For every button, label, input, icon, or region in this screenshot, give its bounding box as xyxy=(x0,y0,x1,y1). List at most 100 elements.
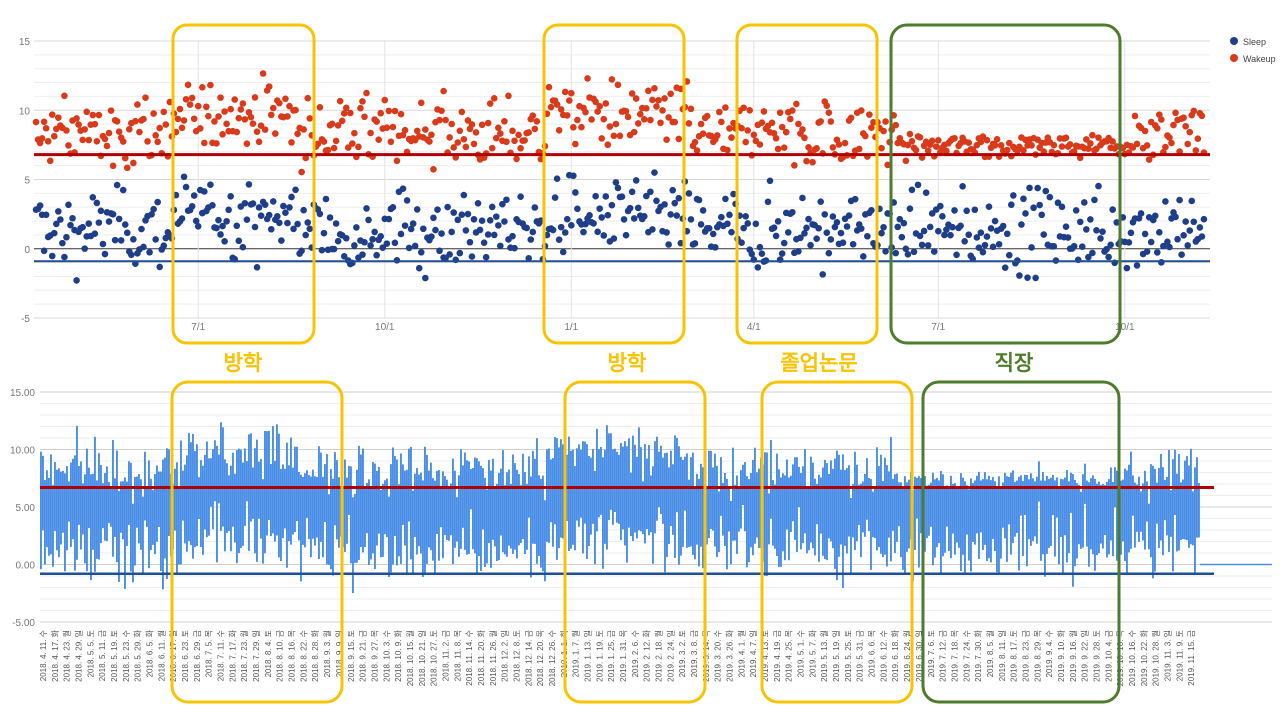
sleep-bar xyxy=(1140,491,1142,532)
wakeup-point xyxy=(227,105,234,113)
sleep-bar xyxy=(460,449,462,549)
sleep-point xyxy=(977,229,985,237)
sleep-point xyxy=(251,223,259,231)
sleep-bar xyxy=(990,480,992,563)
sleep-bar xyxy=(132,503,134,583)
wakeup-point xyxy=(1087,140,1094,147)
wakeup-point xyxy=(73,115,80,122)
sleep-point xyxy=(1093,226,1100,234)
sleep-point xyxy=(805,215,812,223)
sleep-point xyxy=(111,236,119,244)
sleep-point xyxy=(253,264,261,271)
date-tick-label: 2018. 6. 17. 일 xyxy=(169,630,178,682)
sleep-bar xyxy=(122,481,124,540)
sleep-point xyxy=(1196,224,1204,231)
wakeup-point xyxy=(1028,142,1035,149)
wakeup-point xyxy=(413,127,421,135)
sleep-point xyxy=(235,237,243,245)
sleep-bar xyxy=(750,473,752,548)
sleep-bar xyxy=(1106,481,1108,558)
date-tick-label: 2019. 9. 4. 수 xyxy=(1045,630,1054,677)
wakeup-point xyxy=(119,138,127,145)
sleep-point xyxy=(799,194,806,202)
sleep-point xyxy=(618,193,626,201)
wakeup-point xyxy=(641,116,648,123)
date-tick-label: 2019. 3. 2. 토 xyxy=(678,630,687,677)
sleep-bar xyxy=(174,468,176,531)
sleep-point xyxy=(294,220,301,228)
sleep-bar xyxy=(966,485,968,535)
sleep-point xyxy=(1036,201,1043,209)
sleep-point xyxy=(857,225,865,232)
sleep-bar xyxy=(52,485,54,567)
sleep-bar xyxy=(706,486,708,545)
wakeup-point xyxy=(490,95,498,102)
sleep-point xyxy=(918,241,926,249)
sleep-bar xyxy=(264,430,266,554)
sleep-bar xyxy=(610,433,612,510)
sleep-point xyxy=(57,216,64,223)
date-tick-label: 2018. 6. 23. 토 xyxy=(181,630,190,682)
sleep-bar xyxy=(118,491,120,583)
date-tick-label: 2019. 7. 12. 금 xyxy=(939,630,948,682)
sleep-point xyxy=(474,199,482,207)
wakeup-point xyxy=(136,128,143,136)
sleep-bar xyxy=(90,474,92,581)
top-y-tick-label: -5 xyxy=(21,314,30,325)
sleep-bar xyxy=(78,465,80,525)
wakeup-point xyxy=(1143,142,1151,149)
wakeup-point xyxy=(375,136,382,143)
sleep-bar xyxy=(310,476,312,558)
highlight-box-job-bottom xyxy=(921,380,1121,704)
date-tick-label: 2018. 9. 21. 금 xyxy=(359,630,368,682)
sleep-point xyxy=(983,233,991,240)
sleep-point xyxy=(1038,211,1046,219)
sleep-bar xyxy=(104,473,106,541)
sleep-bar xyxy=(1050,477,1052,546)
date-tick-label: 2018. 12. 14. 금 xyxy=(524,630,533,686)
date-tick-label: 2019. 8. 11. 일 xyxy=(998,630,1007,681)
sleep-point xyxy=(342,234,350,242)
date-tick-label: 2018. 12. 20. 목 xyxy=(536,630,545,686)
sleep-bar xyxy=(660,445,662,515)
wakeup-point xyxy=(718,118,725,126)
date-tick-label: 2018. 5. 29. 화 xyxy=(134,629,143,681)
sleep-point xyxy=(63,233,70,241)
wakeup-point xyxy=(722,104,729,111)
wakeup-point xyxy=(385,107,393,115)
wakeup-point xyxy=(509,127,516,135)
sleep-point xyxy=(1099,228,1106,235)
wakeup-point xyxy=(166,98,174,106)
sleep-point xyxy=(896,215,904,223)
wakeup-point xyxy=(152,132,159,139)
sleep-bar xyxy=(1148,503,1150,550)
sleep-bar xyxy=(448,487,450,541)
sleep-bar xyxy=(1120,480,1122,555)
sleep-bar xyxy=(1010,472,1012,555)
sleep-point xyxy=(298,247,305,255)
wakeup-point xyxy=(1162,143,1169,151)
sleep-bar xyxy=(426,454,428,564)
sleep-bar xyxy=(1194,467,1196,575)
sleep-bar xyxy=(928,484,930,536)
sleep-bar xyxy=(522,453,524,540)
sleep-point xyxy=(752,220,760,228)
sleep-bar xyxy=(360,454,362,548)
sleep-bar xyxy=(872,491,874,538)
sleep-bar xyxy=(778,469,780,568)
wakeup-point xyxy=(450,144,458,151)
sleep-bar xyxy=(800,473,802,550)
sleep-bar xyxy=(648,444,650,536)
sleep-point xyxy=(288,193,295,201)
top-y-tick-label: 15 xyxy=(19,37,31,48)
wakeup-point xyxy=(237,106,245,113)
sleep-point xyxy=(89,193,97,201)
top-reference-lines xyxy=(34,153,1210,263)
sleep-bar xyxy=(962,477,964,555)
wakeup-point xyxy=(255,138,263,146)
wakeup-point xyxy=(460,135,468,143)
sleep-point xyxy=(914,181,922,189)
wakeup-point xyxy=(630,128,638,136)
sleep-bar xyxy=(944,487,946,553)
sleep-point xyxy=(592,192,599,200)
